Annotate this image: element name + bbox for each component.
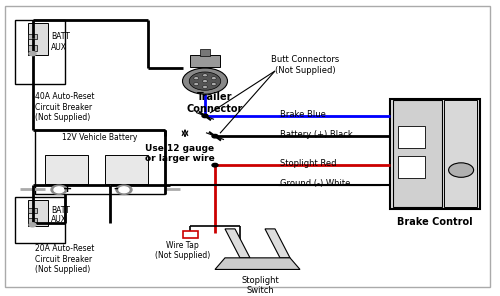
Text: AUX: AUX (51, 215, 67, 224)
Text: -: - (114, 184, 118, 194)
Text: Butt Connectors
(Not Supplied): Butt Connectors (Not Supplied) (271, 55, 339, 75)
Polygon shape (265, 229, 290, 258)
Circle shape (212, 163, 218, 167)
Circle shape (29, 223, 36, 227)
Bar (28, 218, 37, 223)
Circle shape (448, 163, 473, 177)
Text: AUX: AUX (51, 43, 67, 52)
Text: Trailer
Connector: Trailer Connector (187, 92, 243, 114)
Text: Ground (-) White: Ground (-) White (280, 179, 350, 189)
Text: 12V Vehicle Battery: 12V Vehicle Battery (62, 133, 138, 142)
Bar (390, 99, 480, 209)
Bar (105, 155, 148, 184)
Bar (45, 155, 88, 184)
Text: Wire Tap
(Not Supplied): Wire Tap (Not Supplied) (155, 241, 210, 260)
Bar (28, 23, 48, 55)
Circle shape (194, 77, 198, 80)
Bar (398, 156, 424, 178)
Polygon shape (215, 258, 300, 269)
Text: 40A Auto-Reset
Circuit Breaker
(Not Supplied): 40A Auto-Reset Circuit Breaker (Not Supp… (35, 92, 94, 122)
Text: Battery (+) Black: Battery (+) Black (280, 130, 353, 139)
Bar (190, 55, 220, 67)
Circle shape (182, 68, 228, 94)
Polygon shape (225, 229, 250, 258)
Circle shape (202, 80, 207, 83)
Text: Brake Blue: Brake Blue (280, 110, 326, 119)
Bar (182, 231, 198, 238)
Circle shape (54, 187, 64, 193)
Circle shape (202, 86, 207, 89)
Bar (200, 49, 210, 57)
Circle shape (116, 185, 132, 194)
Circle shape (189, 72, 221, 90)
Bar (28, 208, 37, 213)
Text: Use 12 gauge
or larger wire: Use 12 gauge or larger wire (145, 144, 215, 163)
Circle shape (51, 185, 67, 194)
Text: Stoplight Red: Stoplight Red (280, 159, 336, 168)
Text: +: + (63, 184, 72, 194)
Text: BATT: BATT (51, 206, 70, 215)
Circle shape (212, 77, 216, 80)
Text: BATT: BATT (51, 32, 70, 41)
Bar (398, 126, 424, 148)
Circle shape (119, 187, 129, 193)
Bar (15, 197, 65, 243)
Bar (15, 20, 65, 84)
Bar (28, 46, 37, 51)
Text: 20A Auto-Reset
Circuit Breaker
(Not Supplied): 20A Auto-Reset Circuit Breaker (Not Supp… (35, 244, 94, 274)
Circle shape (29, 52, 36, 56)
Bar (444, 100, 478, 207)
Circle shape (202, 74, 207, 77)
Bar (28, 34, 37, 39)
Bar (35, 130, 165, 194)
Circle shape (202, 114, 208, 118)
Circle shape (194, 83, 198, 86)
Text: Brake Control: Brake Control (397, 217, 473, 227)
Circle shape (212, 134, 218, 138)
Circle shape (212, 83, 216, 86)
Bar (392, 100, 442, 207)
Text: Stoplight
Switch: Stoplight Switch (241, 276, 279, 295)
Bar (28, 200, 48, 226)
